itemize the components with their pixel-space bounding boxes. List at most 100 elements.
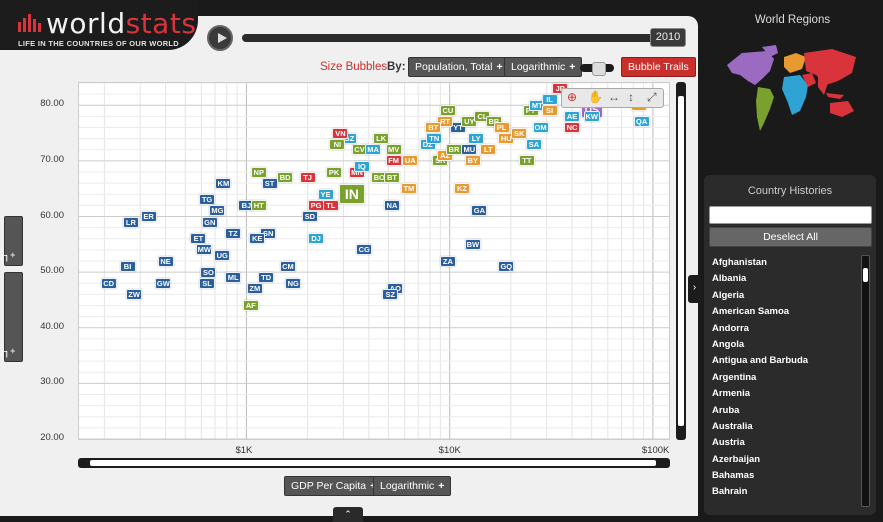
country-list-item[interactable]: Armenia xyxy=(712,388,751,400)
country-bubble[interactable]: CU xyxy=(439,105,456,117)
size-metric-dropdown[interactable]: Population, Total + xyxy=(408,57,510,77)
fullscreen-icon[interactable]: ⤢ xyxy=(647,90,657,104)
country-list-item[interactable]: Algeria xyxy=(712,289,745,301)
country-bubble[interactable]: BD xyxy=(277,172,294,184)
country-bubble[interactable]: KZ xyxy=(454,183,470,195)
country-bubble[interactable]: ZW xyxy=(126,288,143,300)
country-bubble[interactable]: PG xyxy=(308,199,325,211)
country-bubble[interactable]: GN xyxy=(201,216,218,228)
country-bubble[interactable]: BT xyxy=(425,122,442,133)
country-bubble[interactable]: LT xyxy=(480,144,497,156)
country-list-item[interactable]: Afghanistan xyxy=(712,257,767,268)
country-list-item[interactable]: Angola xyxy=(712,338,745,350)
country-bubble[interactable]: AE xyxy=(564,110,581,122)
country-list-scrollbar[interactable] xyxy=(861,255,870,507)
zoom-horizontal-icon[interactable]: ↔ xyxy=(608,90,620,104)
sidebar-toggle-icon[interactable]: › xyxy=(688,275,701,303)
country-bubble[interactable]: SO xyxy=(200,266,217,278)
country-list-item[interactable]: Azerbaijan xyxy=(712,453,761,465)
country-list-item[interactable]: Argentina xyxy=(712,371,757,383)
country-bubble[interactable]: ER xyxy=(140,211,157,222)
country-bubble[interactable]: ML xyxy=(225,272,242,284)
country-bubble[interactable]: KW xyxy=(583,110,600,122)
country-bubble[interactable]: NC xyxy=(564,122,581,133)
country-bubble[interactable]: QA xyxy=(633,116,650,128)
x-metric-dropdown[interactable]: GDP Per Capita+ xyxy=(284,476,384,496)
country-bubble[interactable]: GZ xyxy=(341,133,358,145)
country-list-item[interactable]: American Samoa xyxy=(712,306,790,318)
country-bubble[interactable]: TM xyxy=(400,183,417,195)
country-bubble[interactable]: ST xyxy=(261,177,278,189)
country-bubble[interactable]: UA xyxy=(402,155,419,167)
country-list-scroll-thumb[interactable] xyxy=(863,268,868,282)
collapse-up-icon[interactable]: ⌃ xyxy=(333,507,363,522)
bubble-size-slider[interactable] xyxy=(580,62,614,76)
country-list-item[interactable]: Antigua and Barbuda xyxy=(712,355,809,367)
country-bubble[interactable]: PK xyxy=(326,166,343,178)
country-bubble[interactable]: BI xyxy=(119,261,136,273)
country-bubble[interactable]: LY xyxy=(468,133,485,145)
chart-plot-area[interactable]: CD ZW BI GW LR ER NE ET MW SO SL GN TG MG KM UG ML TZ BJ SN… xyxy=(78,82,670,440)
country-bubble[interactable]: SL xyxy=(199,277,216,289)
country-bubble[interactable]: LK xyxy=(373,133,390,145)
country-bubble[interactable]: MA xyxy=(365,144,382,156)
country-bubble[interactable]: AF xyxy=(242,300,259,311)
country-bubble[interactable]: TL xyxy=(322,199,339,211)
country-bubble[interactable]: ET xyxy=(190,233,207,245)
country-bubble[interactable]: NE xyxy=(157,255,174,267)
country-bubble[interactable]: TZ xyxy=(225,227,242,239)
country-bubble[interactable]: TN xyxy=(426,133,443,145)
country-bubble[interactable]: UY xyxy=(461,116,478,128)
country-bubble[interactable]: GQ xyxy=(498,261,515,273)
country-bubble[interactable]: KE xyxy=(249,233,266,245)
country-bubble[interactable]: DJ xyxy=(308,233,325,245)
country-bubble[interactable]: GA xyxy=(471,205,488,217)
y-metric-dropdown[interactable]: Life Expectancy + xyxy=(0,272,23,362)
country-bubble[interactable]: YT xyxy=(450,122,467,133)
country-bubble[interactable]: AZ xyxy=(437,149,454,161)
zoom-vertical-icon[interactable]: ↕ xyxy=(628,90,634,104)
country-bubble[interactable]: NP xyxy=(250,166,267,178)
country-bubble[interactable]: RT xyxy=(437,116,454,128)
country-bubble[interactable]: SZ xyxy=(382,288,399,300)
country-bubble[interactable]: UG xyxy=(214,249,231,261)
zoom-in-icon[interactable]: ⊕ xyxy=(567,90,578,104)
bubble-trails-button[interactable]: Bubble Trails xyxy=(621,57,696,77)
pan-hand-icon[interactable]: ✋ xyxy=(588,90,603,104)
country-bubble[interactable]: OM xyxy=(532,122,549,133)
country-bubble[interactable]: MU xyxy=(461,144,478,156)
country-bubble[interactable]: BT xyxy=(383,172,400,184)
country-bubble[interactable]: NG xyxy=(285,277,302,289)
country-bubble[interactable]: MT xyxy=(529,99,546,111)
country-list-item[interactable]: Austria xyxy=(712,437,745,449)
country-bubble[interactable]: ZA xyxy=(439,255,456,267)
country-list-item[interactable]: Bahamas xyxy=(712,470,755,482)
country-bubble[interactable]: MW xyxy=(196,244,213,256)
country-list-item[interactable]: Aruba xyxy=(712,404,740,416)
country-bubble[interactable]: NI xyxy=(329,138,346,150)
country-bubble[interactable]: SN xyxy=(260,227,277,239)
size-scale-dropdown[interactable]: Logarithmic + xyxy=(504,57,583,77)
country-bubble[interactable]: VN xyxy=(332,127,349,139)
country-bubble[interactable]: IQ xyxy=(353,160,370,172)
country-bubble[interactable]: TT xyxy=(518,155,535,167)
x-scroll-thumb[interactable] xyxy=(90,460,656,466)
country-bubble[interactable]: CL xyxy=(474,110,491,122)
country-bubble[interactable]: CM xyxy=(279,261,296,273)
play-button[interactable] xyxy=(207,25,233,51)
country-bubble[interactable]: FM xyxy=(385,155,402,167)
country-bubble[interactable]: LR xyxy=(122,216,139,228)
country-bubble[interactable]: IL xyxy=(541,94,558,106)
x-scale-dropdown[interactable]: Logarithmic + xyxy=(373,476,452,496)
country-bubble[interactable]: NA xyxy=(383,199,400,211)
country-list-item[interactable]: Albania xyxy=(712,273,747,285)
country-bubble[interactable]: SI xyxy=(541,105,558,117)
y-scroll-thumb[interactable] xyxy=(678,96,684,426)
country-bubble[interactable]: TJ xyxy=(299,172,316,184)
country-list-item[interactable]: Bahrain xyxy=(712,486,748,498)
country-bubble[interactable]: BR xyxy=(445,144,462,156)
country-bubble[interactable]: SK xyxy=(511,127,528,139)
country-bubble[interactable]: CD xyxy=(100,277,117,289)
country-list-item[interactable]: Andorra xyxy=(712,322,749,334)
country-bubble[interactable]: IN xyxy=(338,184,365,205)
